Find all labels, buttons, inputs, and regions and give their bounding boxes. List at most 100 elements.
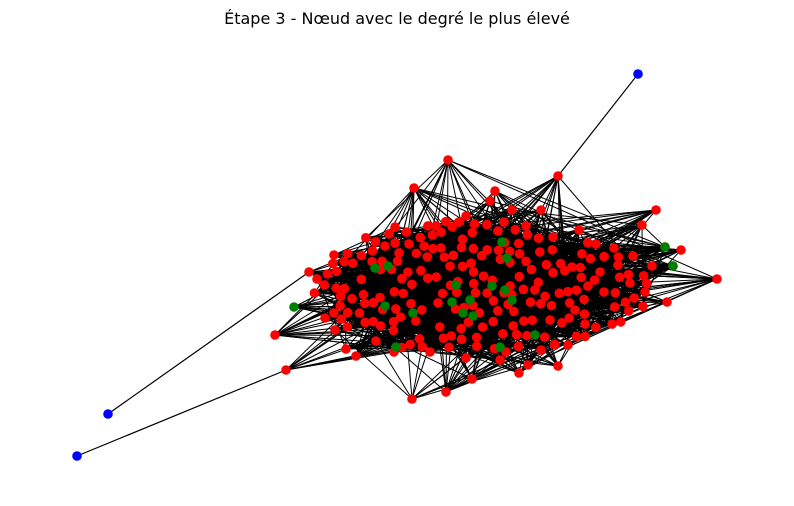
node-red — [570, 305, 580, 315]
node-red — [335, 291, 346, 302]
node-red — [342, 307, 353, 318]
node-red — [445, 261, 455, 272]
node-red — [397, 273, 407, 284]
node-red — [467, 374, 477, 384]
node-red — [613, 260, 623, 270]
node-green — [502, 253, 512, 263]
node-red — [579, 294, 589, 305]
node-red — [370, 237, 381, 247]
node-red — [599, 251, 609, 262]
node-red — [404, 239, 414, 249]
graph-edge — [107, 271, 310, 415]
node-red — [589, 275, 600, 285]
node-red — [456, 334, 467, 345]
node-red — [330, 325, 340, 335]
node-red — [392, 256, 403, 267]
node-red — [388, 325, 399, 336]
graph-edge — [498, 175, 559, 251]
node-red — [533, 277, 544, 288]
node-green — [468, 311, 478, 321]
node-red — [348, 258, 358, 269]
node-red — [415, 232, 426, 243]
node-red — [441, 216, 451, 227]
node-green — [408, 308, 418, 318]
node-red — [595, 267, 605, 277]
node-red — [468, 278, 479, 289]
graph-edge — [293, 241, 503, 308]
node-red — [523, 360, 533, 370]
node-red — [444, 342, 454, 353]
node-red — [405, 339, 415, 350]
node-red — [368, 316, 379, 327]
node-red — [360, 298, 370, 309]
node-red — [625, 278, 635, 288]
node-green — [500, 285, 510, 295]
node-red — [511, 329, 522, 340]
graph-edge — [518, 335, 528, 374]
node-red — [638, 271, 649, 281]
node-red — [521, 256, 531, 267]
graph-edge — [465, 215, 505, 223]
graph-edge — [445, 344, 555, 393]
node-red — [403, 267, 413, 278]
node-red — [493, 306, 503, 316]
node-red — [320, 313, 330, 323]
node-red — [419, 241, 429, 251]
node-red — [461, 353, 471, 363]
node-red — [620, 297, 631, 308]
node-red — [493, 226, 503, 236]
node-red — [328, 258, 338, 269]
node-red — [540, 291, 550, 302]
node-red — [468, 267, 479, 277]
node-red — [339, 283, 350, 294]
node-red — [482, 219, 492, 230]
node-red — [433, 298, 443, 308]
node-red — [557, 318, 567, 328]
graph-edge — [413, 187, 588, 244]
node-red — [380, 241, 390, 251]
node-red — [435, 322, 445, 332]
node-red — [304, 267, 314, 277]
node-red — [514, 249, 525, 259]
node-red — [390, 222, 400, 232]
node-green — [495, 342, 505, 352]
node-red — [495, 355, 505, 365]
graph-edge — [491, 260, 527, 287]
node-red — [443, 155, 453, 165]
node-red — [613, 252, 624, 262]
node-red — [514, 368, 524, 378]
node-red — [555, 258, 566, 269]
node-red — [322, 269, 333, 279]
node-red — [446, 331, 457, 341]
node-red — [564, 313, 574, 323]
node-red — [354, 308, 365, 318]
graph-edge — [324, 224, 488, 286]
node-red — [439, 252, 450, 262]
node-red — [579, 309, 590, 319]
node-red — [391, 304, 401, 314]
node-green — [370, 263, 380, 273]
graph-edge — [341, 257, 508, 320]
node-red — [539, 332, 550, 343]
node-red — [388, 316, 399, 327]
node-red — [466, 258, 476, 269]
node-red — [270, 330, 280, 340]
node-red — [510, 225, 521, 235]
node-red — [610, 288, 621, 298]
graph-edge — [401, 326, 596, 348]
node-red — [507, 205, 517, 215]
node-red — [488, 296, 499, 306]
node-green — [380, 301, 390, 311]
node-red — [360, 317, 370, 328]
node-red — [535, 299, 546, 309]
node-red — [414, 334, 425, 344]
graph-edge — [557, 73, 639, 177]
node-red — [457, 234, 468, 244]
node-red — [411, 316, 421, 326]
node-red — [637, 220, 647, 230]
node-red — [428, 243, 438, 254]
node-green — [487, 281, 497, 291]
node-red — [356, 274, 367, 285]
node-red — [451, 287, 462, 298]
graph-edge — [503, 221, 521, 255]
